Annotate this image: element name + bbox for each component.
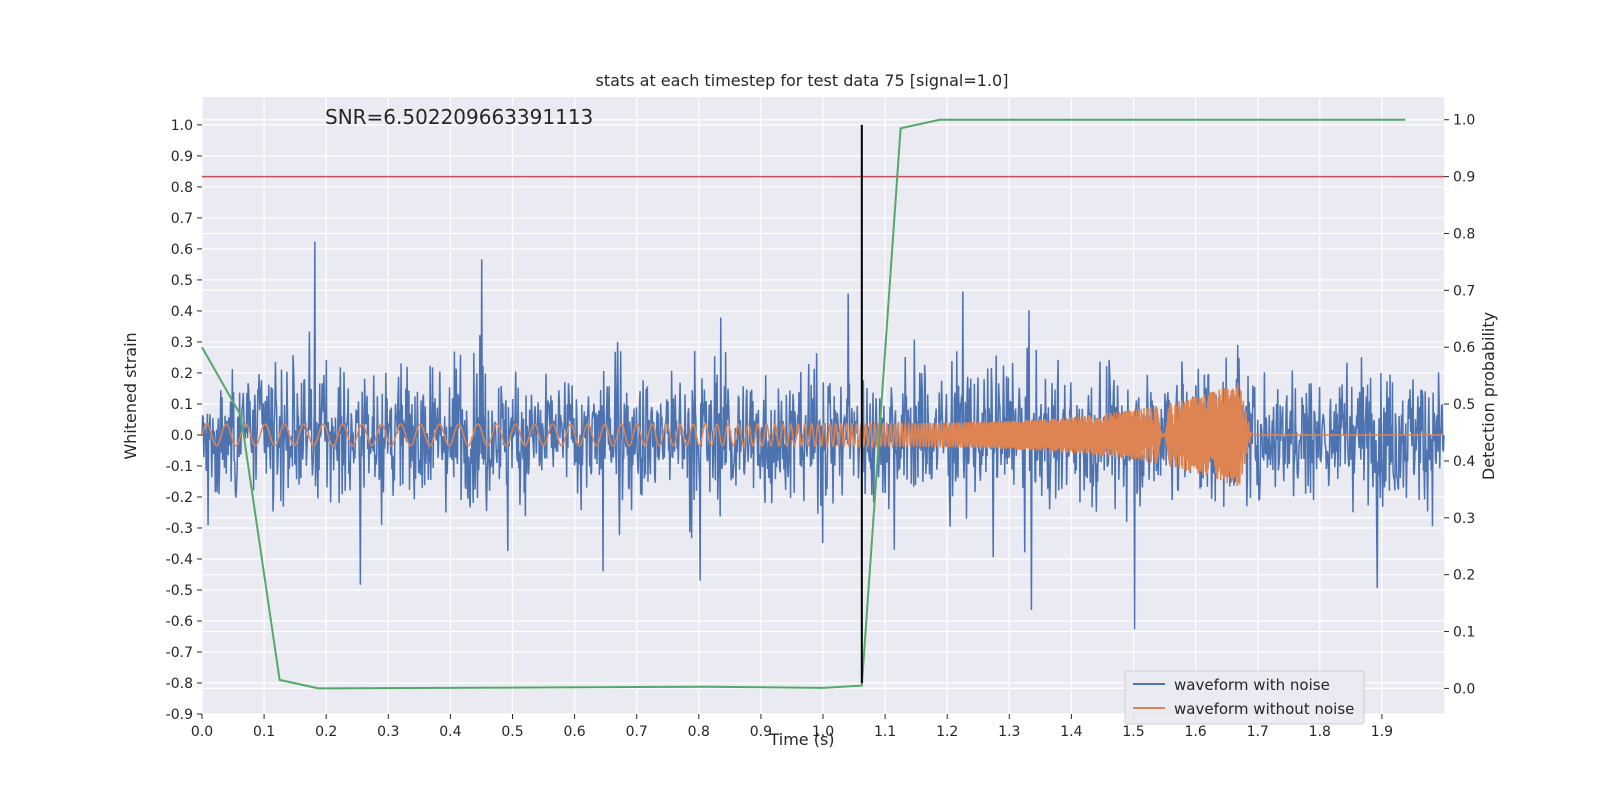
x-tick-label: 1.2	[936, 724, 958, 740]
left-axis-ticks: -0.9 -0.8 -0.7 -0.6 -0.5 -0.4 -0.3 -0.2 -0.1 0.0 0…	[166, 118, 202, 723]
x-tick-label: 0.5	[501, 724, 523, 740]
y-left-tick-label: -0.9	[166, 707, 193, 723]
y-left-tick-label: -0.5	[166, 583, 193, 599]
y-left-tick-label: -0.7	[166, 645, 193, 661]
snr-annotation: SNR=6.502209663391113	[325, 105, 593, 129]
legend: waveform with noise waveform without noi…	[1124, 670, 1365, 725]
x-tick-label: 0.8	[688, 724, 710, 740]
y-left-tick-label: 0.9	[171, 149, 193, 165]
y-right-tick-label: 0.8	[1453, 226, 1475, 242]
x-tick-label: 0.7	[626, 724, 648, 740]
y-right-tick-label: 0.5	[1453, 397, 1475, 413]
y-left-tick-label: -0.4	[166, 552, 193, 568]
y-right-tick-label: 0.3	[1453, 511, 1475, 527]
legend-label-noise: waveform with noise	[1174, 676, 1330, 694]
x-tick-label: 1.0	[812, 724, 834, 740]
series-layer	[201, 118, 1445, 690]
x-tick-label: 1.7	[1247, 724, 1269, 740]
series-line-waveform-without-noise	[201, 383, 1444, 487]
y-right-tick-label: 0.1	[1453, 625, 1475, 641]
x-tick-label: 1.8	[1309, 724, 1331, 740]
x-tick-label: 1.6	[1184, 724, 1206, 740]
y-left-tick-label: 0.1	[171, 397, 193, 413]
right-axis-ticks: 0.0 0.1 0.2 0.3 0.4 0.5 0.6 0.7 0.8 0.9 1.0	[1444, 113, 1475, 697]
y-axis-label-left: Whitened strain	[121, 332, 140, 459]
x-tick-label: 1.5	[1122, 724, 1144, 740]
chart-title: stats at each timestep for test data 75 …	[596, 71, 1009, 90]
legend-box	[1124, 670, 1365, 725]
y-left-tick-label: 0.3	[171, 335, 193, 351]
y-left-tick-label: -0.2	[166, 490, 193, 506]
x-tick-label: 0.4	[439, 724, 461, 740]
y-left-tick-label: -0.3	[166, 521, 193, 537]
y-right-tick-label: 0.0	[1453, 681, 1475, 697]
y-right-tick-label: 0.7	[1453, 283, 1475, 299]
x-axis-label: Time (s)	[768, 730, 834, 749]
x-tick-label: 0.3	[377, 724, 399, 740]
series-line-detection-probability	[201, 118, 1406, 690]
y-left-tick-label: -0.8	[166, 676, 193, 692]
y-left-tick-label: -0.6	[166, 614, 193, 630]
y-left-tick-label: -0.1	[166, 459, 193, 475]
y-left-tick-label: 0.4	[171, 304, 193, 320]
x-tick-label: 1.4	[1060, 724, 1082, 740]
legend-label-clean: waveform without noise	[1174, 700, 1354, 718]
x-tick-label: 0.1	[253, 724, 275, 740]
y-left-tick-label: 0.8	[171, 180, 193, 196]
y-left-tick-label: 0.5	[171, 273, 193, 289]
y-left-tick-label: 0.6	[171, 242, 193, 258]
x-tick-label: 0.6	[563, 724, 585, 740]
x-tick-label: 0.9	[750, 724, 772, 740]
y-right-tick-label: 0.4	[1453, 454, 1475, 470]
y-left-tick-label: 0.0	[171, 428, 193, 444]
y-axis-label-right: Detection probability	[1479, 312, 1498, 480]
x-tick-label: 0.0	[191, 724, 213, 740]
y-right-tick-label: 1.0	[1453, 113, 1475, 129]
x-tick-label: 1.9	[1371, 724, 1393, 740]
x-tick-label: 1.1	[874, 724, 896, 740]
y-right-tick-label: 0.6	[1453, 340, 1475, 356]
y-left-tick-label: 1.0	[171, 118, 193, 134]
y-right-tick-label: 0.2	[1453, 568, 1475, 584]
y-left-tick-label: 0.2	[171, 366, 193, 382]
x-tick-label: 0.2	[315, 724, 337, 740]
x-tick-label: 1.3	[998, 724, 1020, 740]
x-axis-ticks: 0.0 0.1 0.2 0.3 0.4 0.5 0.6 0.7 0.8 0.9 1.0 1.1 1.2 1…	[191, 714, 1393, 740]
y-left-tick-label: 0.7	[171, 211, 193, 227]
y-right-tick-label: 0.9	[1453, 170, 1475, 186]
